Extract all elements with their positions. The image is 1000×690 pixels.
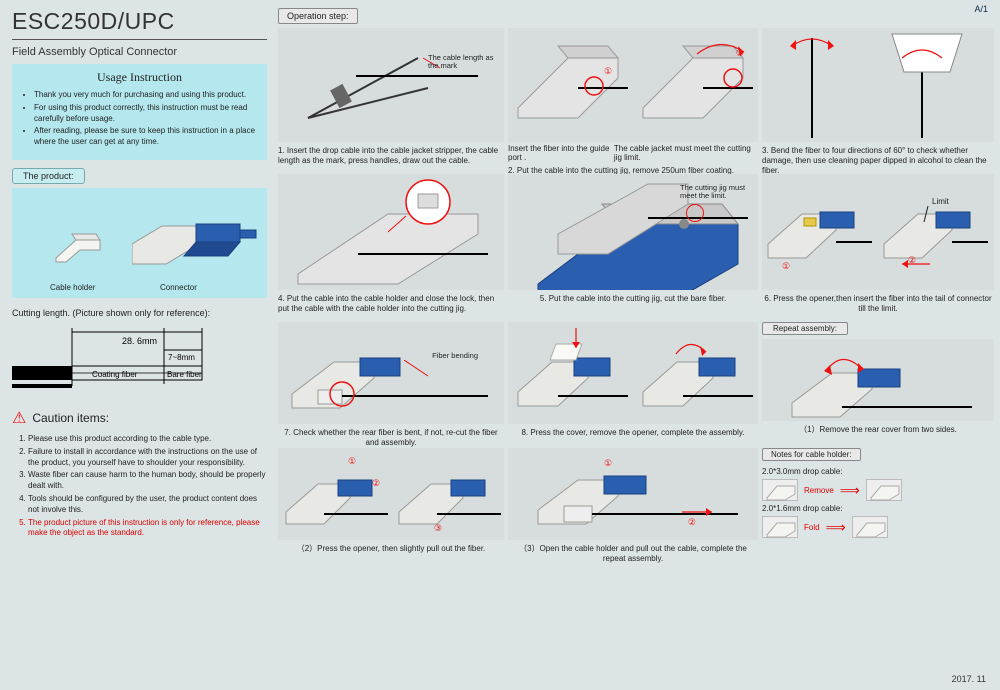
step10-caption: （3）Open the cable holder and pull out th… (508, 544, 758, 564)
step7-anno: Fiber bending (432, 352, 478, 360)
divider (12, 39, 267, 40)
usage-item: After reading, please be sure to keep th… (34, 126, 259, 148)
caution-list: Please use this product according to the… (28, 434, 267, 539)
step-3: 3. Bend the fiber to four directions of … (762, 28, 994, 168)
caution-item-red: The product picture of this instruction … (28, 518, 267, 540)
operation-label: Operation step: (278, 8, 358, 24)
usage-item: For using this product correctly, this i… (34, 103, 259, 125)
product-illustration: Cable holder Connector (12, 188, 267, 298)
svg-text:Bare fiber: Bare fiber (167, 370, 202, 379)
caution-item: Please use this product according to the… (28, 434, 267, 445)
svg-text:7~8mm: 7~8mm (168, 353, 195, 362)
step-4: 4. Put the cable into the cable holder a… (278, 174, 504, 316)
step2-anno1: Insert the fiber into the guide port . (508, 144, 614, 162)
caution-title: Caution items: (32, 411, 109, 425)
model-number: ESC250D/UPC (12, 8, 267, 35)
step6-caption: 6. Press the opener,then insert the fibe… (762, 294, 994, 314)
step1-caption: 1. Insert the drop cable into the cable … (278, 146, 504, 166)
cable-holder-notes: Notes for cable holder: 2.0*3.0mm drop c… (762, 448, 994, 558)
notes-row2: Fold ⟹ (762, 516, 994, 538)
step1-anno: The cable length as the mark (428, 54, 498, 71)
subtitle: Field Assembly Optical Connector (12, 46, 267, 58)
steps-grid: The cable length as the mark 1. Insert t… (278, 28, 990, 558)
caution-heading: ⚠ Caution items: (12, 408, 267, 428)
cable-holder-icon (50, 230, 106, 264)
step-8: 8. Press the cover, remove the opener, c… (508, 322, 758, 442)
step-10: ① ② （3）Open the cable holder and pull ou… (508, 448, 758, 558)
step9-caption: （2）Press the opener, then slightly pull … (278, 544, 504, 554)
step-9: ① ② ③ （2）Press the opener, then slightly… (278, 448, 504, 558)
footer-date: 2017. 11 (952, 674, 986, 684)
step8-caption: 8. Press the cover, remove the opener, c… (508, 428, 758, 438)
caution-item: Waste fiber can cause harm to the human … (28, 470, 267, 492)
warning-icon: ⚠ (12, 408, 26, 428)
repeat-caption: （1）Remove the rear cover from two sides. (762, 425, 994, 435)
step-2: ① ② Insert the fiber into the guide port… (508, 28, 758, 168)
step-7: Fiber bending 7. Check whether the rear … (278, 322, 504, 442)
arrow-icon: ⟹ (840, 482, 860, 499)
usage-panel: Usage Instruction Thank you very much fo… (12, 64, 267, 160)
svg-text:Coating fiber: Coating fiber (92, 370, 138, 379)
step4-caption: 4. Put the cable into the cable holder a… (278, 294, 504, 314)
step2-anno2: The cable jacket must meet the cutting j… (614, 144, 758, 162)
product-label: The product: (12, 168, 85, 184)
cutting-title: Cutting length. (Picture shown only for … (12, 308, 267, 318)
repeat-assembly: Repeat assembly: （1）Remove the rear cove… (762, 322, 994, 442)
caution-item: Failure to install in accordance with th… (28, 447, 267, 469)
arrow-icon: ⟹ (826, 519, 846, 536)
fold-label: Fold (804, 523, 820, 532)
usage-list: Thank you very much for purchasing and u… (34, 90, 259, 148)
usage-title: Usage Instruction (20, 70, 259, 85)
usage-item: Thank you very much for purchasing and u… (34, 90, 259, 101)
notes-label: Notes for cable holder: (762, 448, 861, 461)
svg-text:28. 6mm: 28. 6mm (122, 336, 157, 346)
step5-anno: The cutting jig must meet the limit. (680, 184, 754, 201)
connector-label: Connector (160, 283, 197, 292)
notes-row1-title: 2.0*3.0mm drop cable: (762, 467, 994, 476)
step-5: The cutting jig must meet the limit. 5. … (508, 174, 758, 316)
caution-item: Tools should be configured by the user, … (28, 494, 267, 516)
remove-label: Remove (804, 486, 834, 495)
repeat-label: Repeat assembly: (762, 322, 848, 335)
svg-text:Limit: Limit (932, 197, 950, 206)
notes-row2-title: 2.0*1.6mm drop cable: (762, 504, 994, 513)
step5-caption: 5. Put the cable into the cutting jig, c… (508, 294, 758, 304)
notes-row1: Remove ⟹ (762, 479, 994, 501)
step3-caption: 3. Bend the fiber to four directions of … (762, 146, 994, 176)
step-1: The cable length as the mark 1. Insert t… (278, 28, 504, 168)
left-column: ESC250D/UPC Field Assembly Optical Conne… (12, 8, 267, 541)
step7-caption: 7. Check whether the rear fiber is bent,… (278, 428, 504, 448)
step-6: Limit ① ② 6. Press the opener,then inser… (762, 174, 994, 316)
cutting-diagram: 28. 6mm 7~8mm Coating fiber Bare fiber (12, 324, 267, 394)
connector-icon (132, 216, 262, 266)
holder-label: Cable holder (50, 283, 95, 292)
steps-area: Operation step: The cable length as the … (278, 8, 990, 558)
